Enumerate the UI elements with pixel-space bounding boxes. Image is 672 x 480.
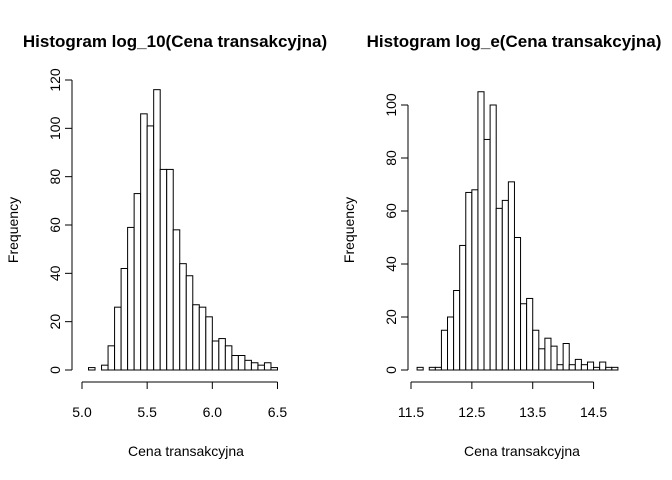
y-tick-label: 100 xyxy=(383,93,399,117)
histogram-bar xyxy=(586,361,595,371)
histogram-bar xyxy=(211,340,220,371)
histogram-bar xyxy=(192,304,200,371)
histogram-bar xyxy=(501,199,509,371)
y-axis-label-ln: Frequency xyxy=(341,197,357,263)
histogram-bar xyxy=(101,364,109,371)
histogram-bar xyxy=(133,193,142,371)
histogram-bar xyxy=(250,362,259,371)
histogram-bar xyxy=(416,366,424,371)
histogram-bar xyxy=(231,355,239,371)
histogram-bar xyxy=(127,226,135,371)
bars-ln xyxy=(416,91,619,371)
histogram-bar xyxy=(611,366,619,371)
x-tick-label: 5.0 xyxy=(72,404,92,420)
histogram-bar xyxy=(568,364,576,371)
x-tick-label: 14.5 xyxy=(580,404,607,420)
x-tick-label: 12.5 xyxy=(458,404,485,420)
histogram-bar xyxy=(513,237,522,371)
histogram-bar xyxy=(166,168,174,371)
histogram-bar xyxy=(593,366,601,371)
histogram-bar xyxy=(532,329,540,371)
histogram-bar xyxy=(244,359,252,371)
histogram-bar xyxy=(179,263,187,371)
histogram-bar xyxy=(120,268,129,371)
histogram-bar xyxy=(550,345,558,371)
histogram-bar xyxy=(198,306,207,371)
y-axis-label-log10: Frequency xyxy=(5,197,21,263)
x-tick-label: 5.5 xyxy=(137,404,157,420)
x-axis-label-log10: Cena transakcyjna xyxy=(128,443,244,459)
y-tick-label: 40 xyxy=(47,265,63,281)
histogram-bar xyxy=(205,316,213,371)
histogram-bar xyxy=(88,367,96,371)
histogram-bar xyxy=(140,113,148,371)
histogram-bar xyxy=(114,306,122,371)
y-tick-label: 60 xyxy=(383,203,399,219)
histogram-bar xyxy=(538,348,546,371)
histogram-bar xyxy=(257,364,265,371)
histogram-bar xyxy=(447,316,455,371)
histogram-bar xyxy=(544,337,552,371)
x-tick-label: 11.5 xyxy=(398,404,424,420)
histogram-panel-log10: Histogram log_10(Cena transakcyjna) Freq… xyxy=(5,32,327,459)
histogram-bar xyxy=(477,91,485,371)
histogram-bar xyxy=(237,355,246,371)
histogram-bar xyxy=(520,303,528,371)
histogram-bar xyxy=(107,345,116,371)
histogram-bar xyxy=(270,367,278,371)
histogram-bar xyxy=(185,275,194,371)
y-tick-label: 20 xyxy=(47,314,63,330)
histogram-bar xyxy=(574,358,582,371)
y-tick-label: 60 xyxy=(47,217,63,233)
y-tick-label: 0 xyxy=(383,366,399,374)
x-axis-label-ln: Cena transakcyjna xyxy=(464,443,580,459)
histogram-bar xyxy=(428,366,436,371)
histogram-bar xyxy=(495,207,503,371)
histogram-bar xyxy=(465,191,473,371)
y-tick-label: 0 xyxy=(47,366,63,374)
histogram-bar xyxy=(471,189,479,371)
histogram-bar xyxy=(580,364,588,371)
histogram-bar xyxy=(556,364,564,371)
histogram-bar xyxy=(159,168,168,371)
histogram-panel-ln: Histogram log_e(Cena transakcyjna) Frequ… xyxy=(341,32,661,459)
x-tick-label: 6.0 xyxy=(203,404,223,420)
y-tick-label: 80 xyxy=(47,169,63,185)
y-tick-label: 100 xyxy=(47,116,63,140)
x-tick-label: 6.5 xyxy=(268,404,288,420)
y-tick-label: 120 xyxy=(47,68,63,92)
histogram-bar xyxy=(440,329,449,371)
histogram-bar xyxy=(453,290,461,371)
histogram-bar xyxy=(526,297,534,371)
histogram-bar xyxy=(218,338,226,371)
histogram-bar xyxy=(489,104,497,371)
histogram-bar xyxy=(599,361,607,371)
bars-log10 xyxy=(88,89,278,371)
histogram-bar xyxy=(263,362,272,371)
y-tick-label: 20 xyxy=(383,309,399,325)
histogram-bar xyxy=(483,138,491,371)
histogram-bar xyxy=(507,181,515,371)
y-tick-label: 80 xyxy=(383,150,399,166)
histogram-bar xyxy=(459,244,467,371)
histogram-bar xyxy=(153,89,161,371)
histogram-bar xyxy=(146,125,155,371)
histogram-bar xyxy=(172,229,181,371)
axes-ln: 0 20 40 60 80 100 11.5 12.5 13.5 14.5 xyxy=(383,93,607,420)
histogram-bar xyxy=(434,366,442,371)
chart-title-ln: Histogram log_e(Cena transakcyjna) xyxy=(367,32,662,51)
histogram-bar xyxy=(562,343,570,371)
chart-title-log10: Histogram log_10(Cena transakcyjna) xyxy=(23,32,327,51)
histogram-bar xyxy=(224,345,233,371)
x-tick-label: 13.5 xyxy=(519,404,546,420)
histogram-bar xyxy=(605,366,613,371)
y-tick-label: 40 xyxy=(383,256,399,272)
axes-log10: 0 20 40 60 80 100 120 5.0 5.5 6.0 6.5 xyxy=(47,68,287,420)
